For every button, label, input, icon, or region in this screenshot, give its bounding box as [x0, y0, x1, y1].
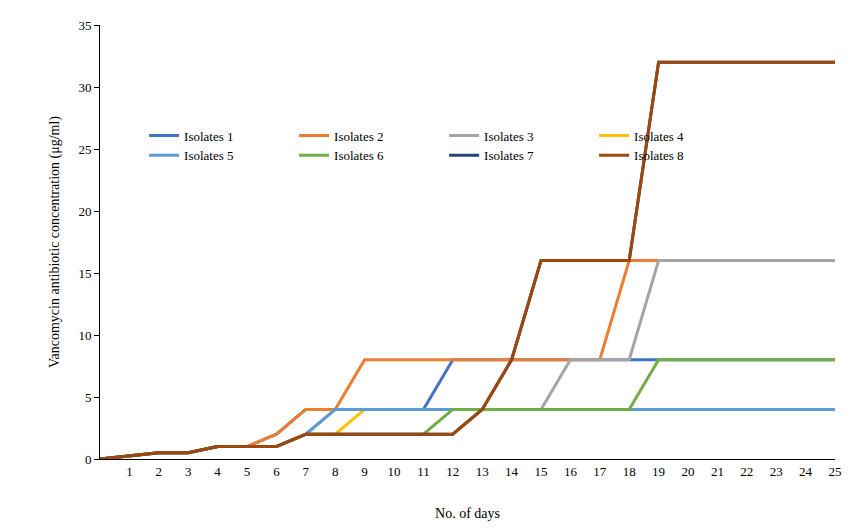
svg-text:12: 12 [446, 464, 459, 479]
svg-text:15: 15 [78, 266, 91, 281]
svg-text:Isolates 3: Isolates 3 [484, 129, 533, 144]
svg-text:5: 5 [85, 390, 92, 405]
svg-text:13: 13 [476, 464, 489, 479]
svg-text:Isolates 8: Isolates 8 [634, 148, 683, 163]
svg-text:23: 23 [770, 464, 783, 479]
svg-text:2: 2 [156, 464, 163, 479]
svg-text:Isolates 6: Isolates 6 [334, 148, 384, 163]
svg-text:8: 8 [332, 464, 339, 479]
svg-text:30: 30 [78, 80, 91, 95]
svg-text:10: 10 [388, 464, 401, 479]
svg-text:25: 25 [829, 464, 842, 479]
svg-text:17: 17 [593, 464, 607, 479]
svg-text:3: 3 [185, 464, 192, 479]
svg-text:10: 10 [78, 328, 91, 343]
svg-text:Vancomycin antibiotic concentr: Vancomycin antibiotic concentration (μg/… [47, 116, 63, 368]
svg-text:9: 9 [361, 464, 368, 479]
svg-text:0: 0 [85, 452, 92, 467]
svg-text:20: 20 [682, 464, 695, 479]
svg-text:5: 5 [244, 464, 251, 479]
svg-text:6: 6 [273, 464, 280, 479]
svg-text:21: 21 [711, 464, 724, 479]
svg-text:Isolates 5: Isolates 5 [184, 148, 233, 163]
svg-text:Isolates 7: Isolates 7 [484, 148, 534, 163]
svg-text:20: 20 [78, 204, 91, 219]
svg-text:Isolates 1: Isolates 1 [184, 129, 233, 144]
svg-text:7: 7 [303, 464, 310, 479]
svg-text:19: 19 [652, 464, 665, 479]
svg-text:14: 14 [505, 464, 518, 479]
svg-text:35: 35 [78, 18, 91, 33]
svg-text:1: 1 [126, 464, 133, 479]
svg-text:22: 22 [740, 464, 753, 479]
svg-text:18: 18 [623, 464, 636, 479]
svg-text:Isolates 2: Isolates 2 [334, 129, 383, 144]
svg-text:16: 16 [564, 464, 578, 479]
svg-text:24: 24 [799, 464, 813, 479]
svg-text:4: 4 [214, 464, 221, 479]
svg-text:Isolates 4: Isolates 4 [634, 129, 684, 144]
svg-text:25: 25 [78, 142, 91, 157]
svg-text:11: 11 [417, 464, 430, 479]
svg-text:No. of days: No. of days [435, 506, 500, 521]
svg-text:15: 15 [535, 464, 548, 479]
